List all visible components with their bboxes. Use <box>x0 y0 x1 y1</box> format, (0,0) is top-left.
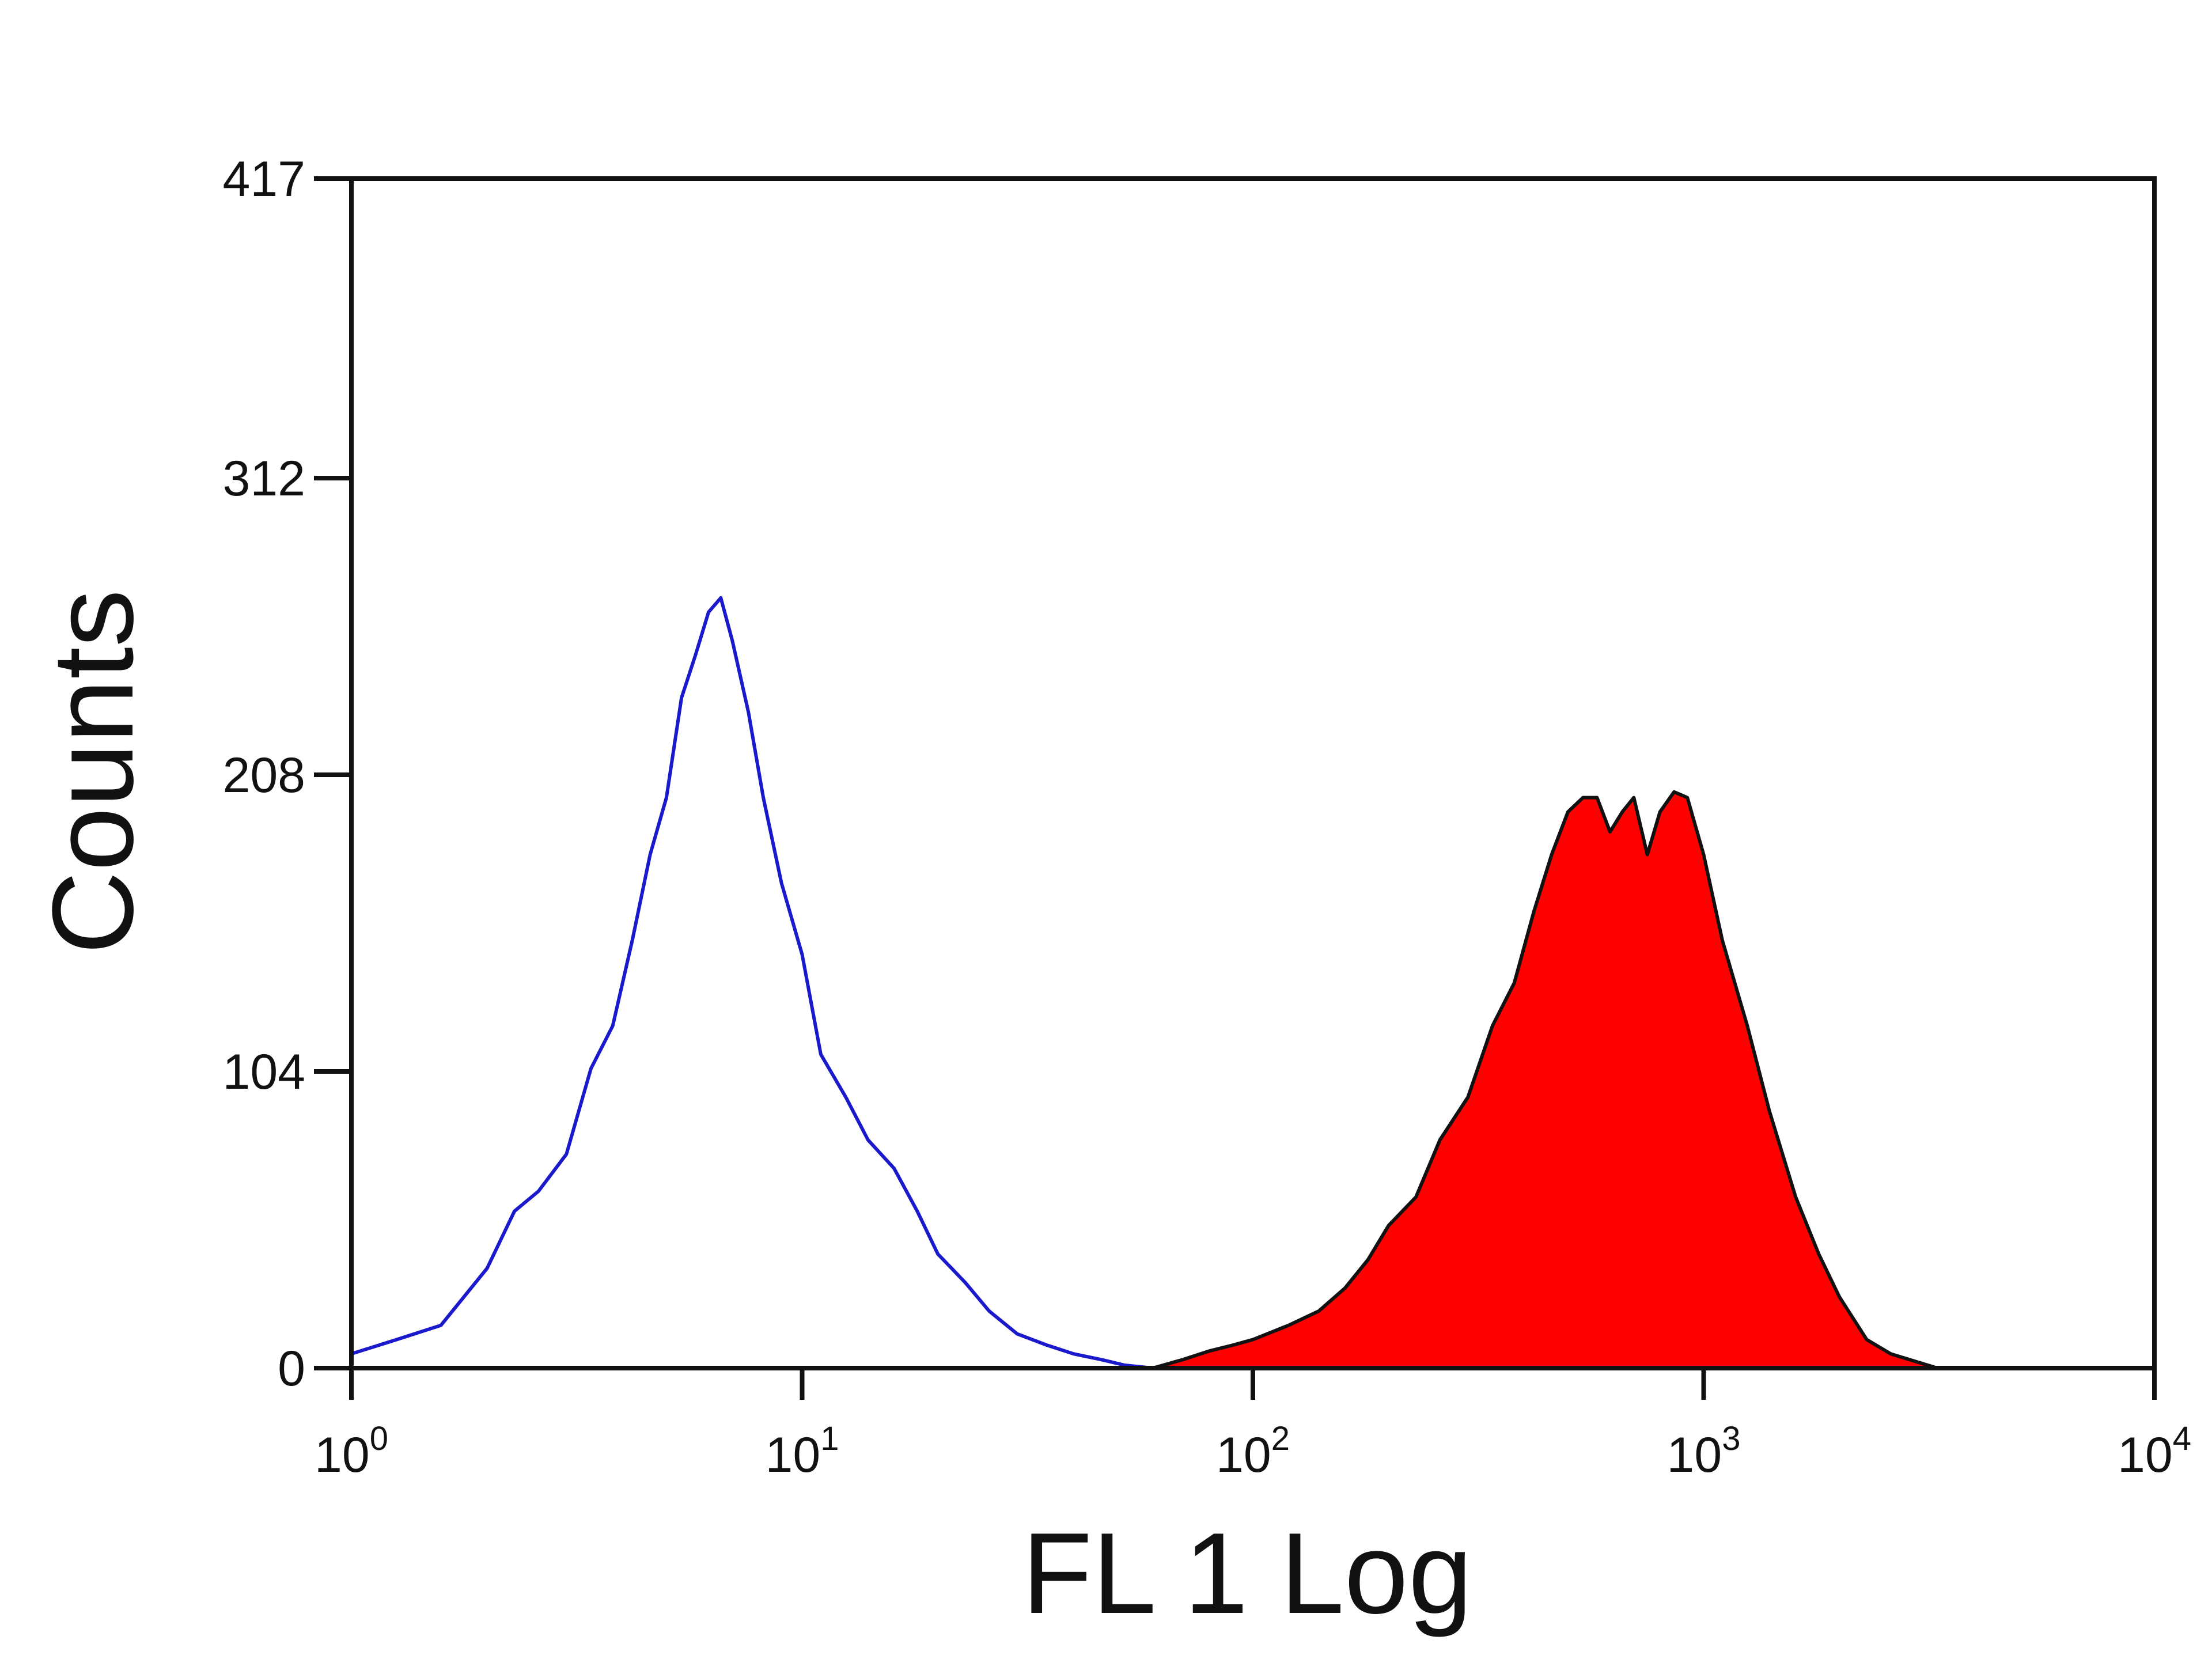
x-axis: 100 101 102 103 104 <box>315 1368 2191 1483</box>
y-tick-label: 417 <box>223 152 306 207</box>
x-tick-label: 103 <box>1667 1420 1741 1483</box>
x-tick-label: 104 <box>2118 1420 2191 1483</box>
y-axis-title: Counts <box>29 589 157 955</box>
y-tick-label: 104 <box>223 1044 306 1100</box>
y-tick-label: 0 <box>278 1341 305 1396</box>
plot-frame <box>349 176 2157 1370</box>
y-tick-label: 312 <box>223 451 306 506</box>
x-axis-title: FL 1 Log <box>1022 1509 1472 1638</box>
y-tick-label: 208 <box>223 748 306 803</box>
series-layer <box>351 596 1940 1370</box>
x-tick-label: 100 <box>315 1420 388 1483</box>
y-axis: 0 104 208 312 417 <box>223 152 351 1396</box>
series-1-area <box>1151 790 1940 1370</box>
series-0-line <box>351 596 1153 1370</box>
x-tick-label: 101 <box>766 1420 839 1483</box>
x-tick-label: 102 <box>1216 1420 1290 1483</box>
